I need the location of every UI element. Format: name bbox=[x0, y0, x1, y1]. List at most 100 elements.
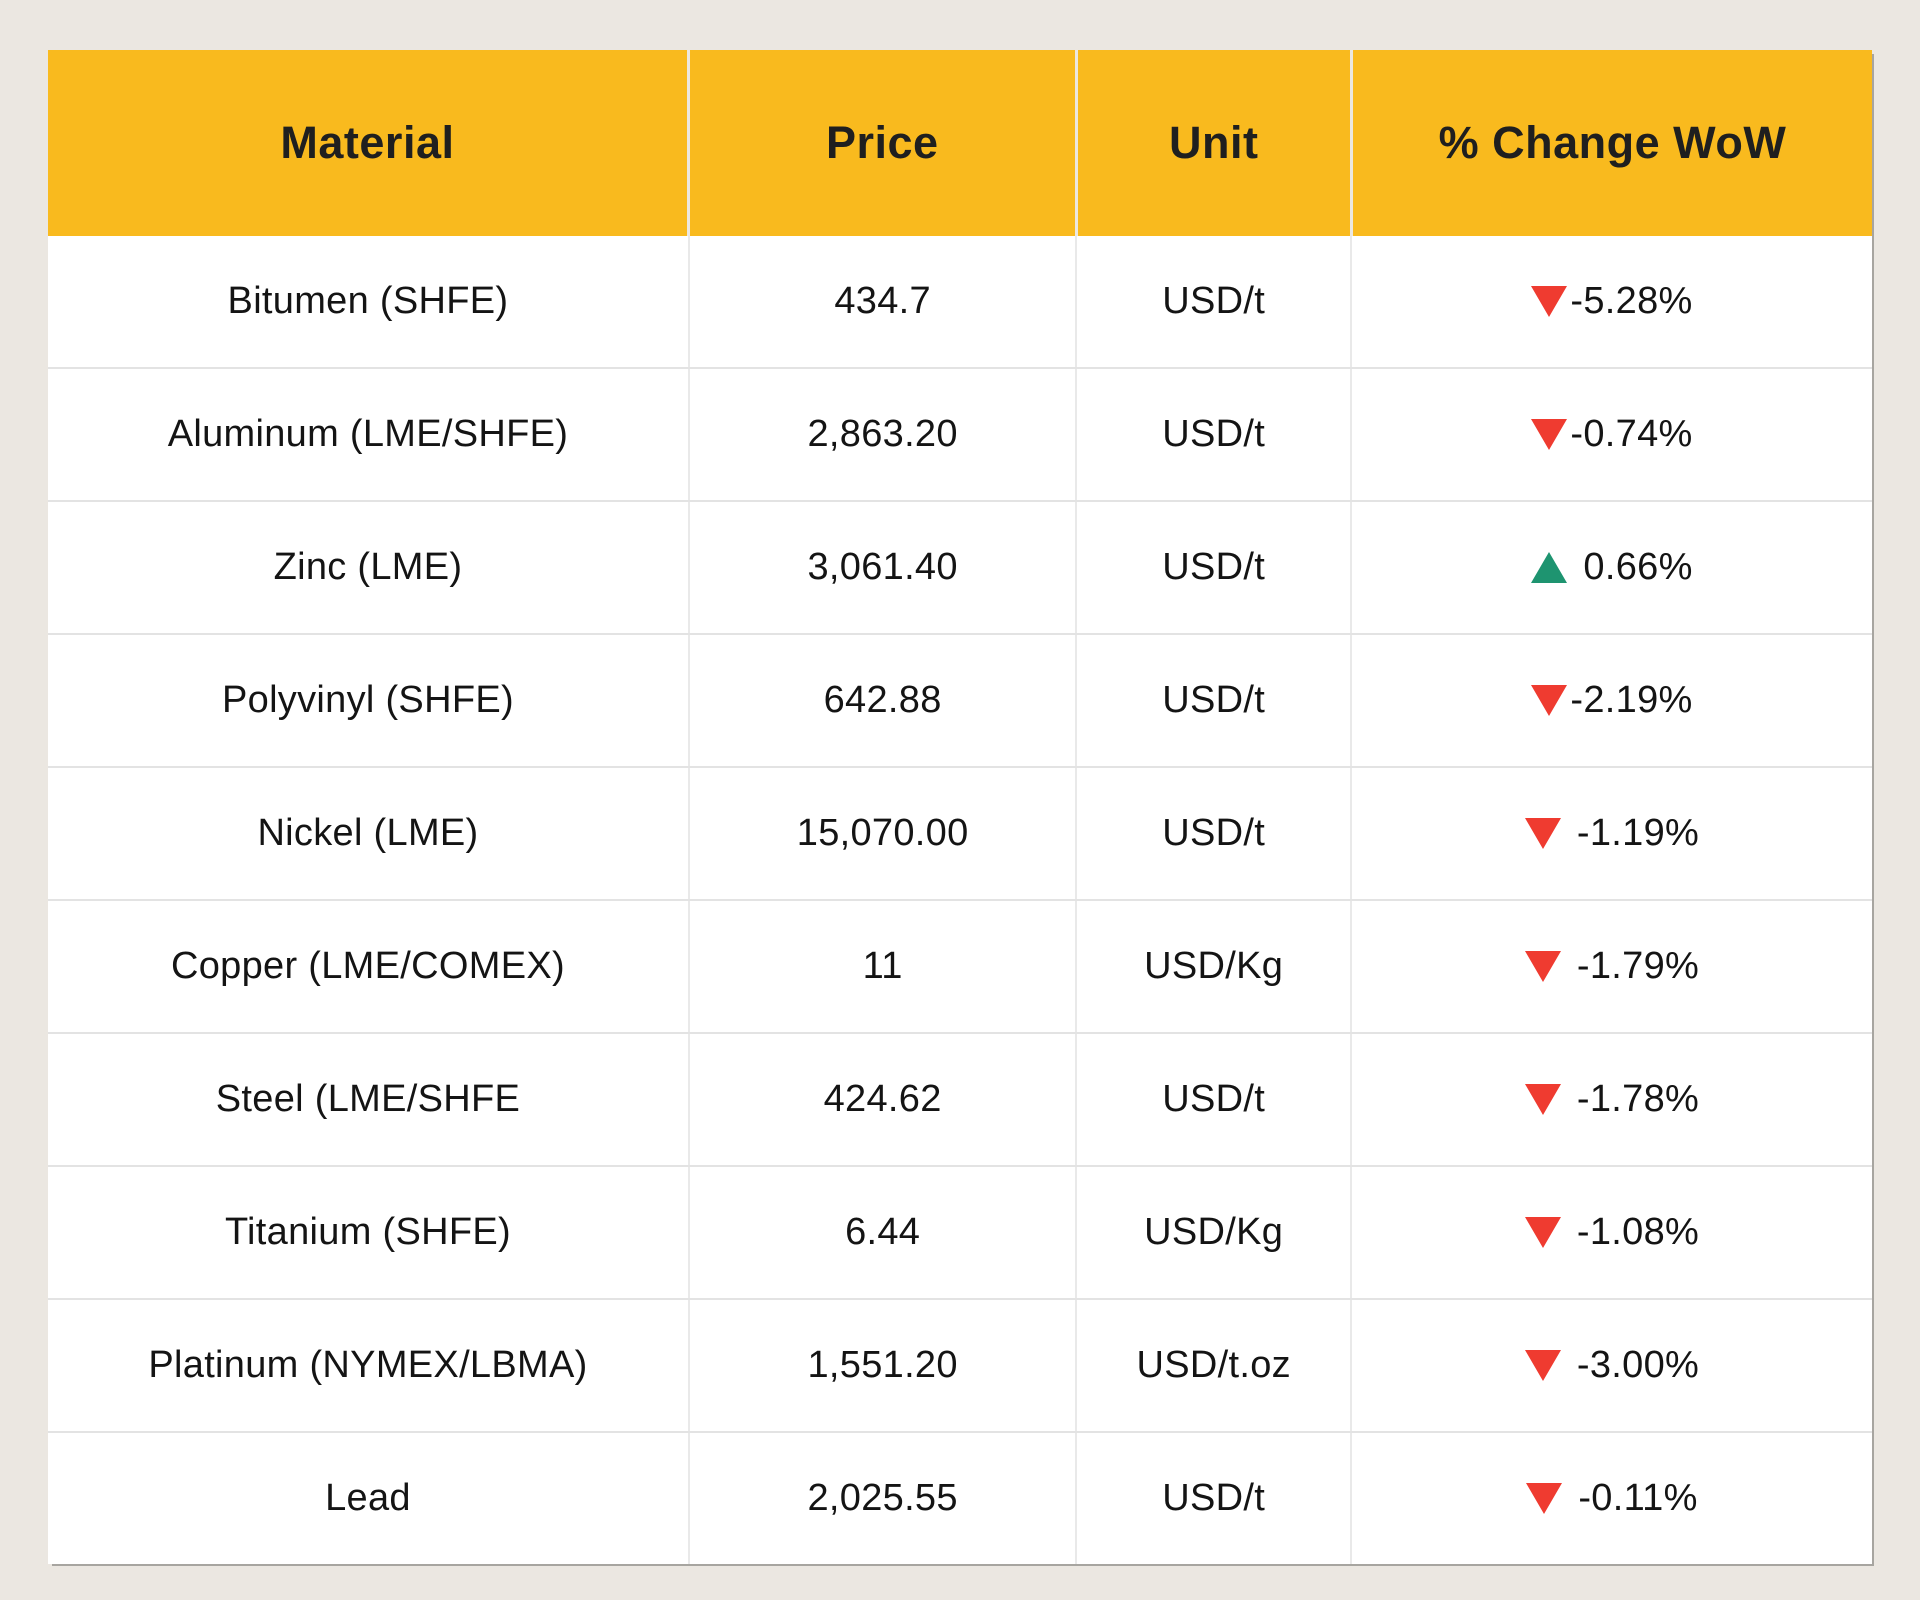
price-value: 2,025.55 bbox=[807, 1477, 958, 1519]
trend-arrow-icon bbox=[1524, 1084, 1561, 1115]
table-row: Aluminum (LME/SHFE) 2,863.20 USD/t -0.74… bbox=[48, 367, 1872, 500]
price-value: 2,863.20 bbox=[807, 413, 958, 455]
material-label: Polyvinyl (SHFE) bbox=[221, 679, 514, 721]
table-row: Steel (LME/SHFE 424.62 USD/t -1.78% bbox=[48, 1032, 1872, 1165]
change-cell: -1.78% bbox=[1350, 1034, 1872, 1165]
change-cell: -0.11% bbox=[1350, 1433, 1872, 1564]
material-cell: Lead bbox=[48, 1433, 688, 1564]
unit-cell: USD/t bbox=[1075, 768, 1350, 899]
material-cell: Zinc (LME) bbox=[48, 502, 688, 633]
table-body: Bitumen (SHFE) 434.7 USD/t -5.28% Alumin… bbox=[48, 236, 1872, 1564]
material-cell: Aluminum (LME/SHFE) bbox=[48, 369, 688, 500]
material-cell: Polyvinyl (SHFE) bbox=[48, 635, 688, 766]
header-cell-change: % Change WoW bbox=[1349, 50, 1872, 236]
change-value: -1.78% bbox=[1576, 1078, 1700, 1120]
material-label: Lead bbox=[325, 1477, 411, 1519]
unit-cell: USD/t.oz bbox=[1075, 1300, 1350, 1431]
trend-arrow-icon bbox=[1531, 286, 1568, 317]
change-value: -0.74% bbox=[1570, 413, 1693, 455]
change-cell: 0.66% bbox=[1350, 502, 1872, 633]
price-cell: 15,070.00 bbox=[687, 768, 1075, 899]
unit-cell: USD/t bbox=[1075, 369, 1350, 500]
table-row: Platinum (NYMEX/LBMA) 1,551.20 USD/t.oz … bbox=[48, 1298, 1872, 1431]
material-label: Platinum (NYMEX/LBMA) bbox=[148, 1344, 588, 1386]
material-label: Steel (LME/SHFE bbox=[215, 1078, 521, 1120]
header-cell-material: Material bbox=[280, 117, 455, 168]
price-value: 424.62 bbox=[823, 1078, 942, 1120]
trend-arrow-icon bbox=[1531, 419, 1568, 450]
table-row: Bitumen (SHFE) 434.7 USD/t -5.28% bbox=[48, 236, 1872, 367]
trend-arrow-icon bbox=[1531, 552, 1568, 583]
price-cell: 424.62 bbox=[687, 1034, 1075, 1165]
material-label: Nickel (LME) bbox=[257, 812, 479, 854]
unit-cell: USD/Kg bbox=[1075, 901, 1350, 1032]
change-cell: -3.00% bbox=[1350, 1300, 1872, 1431]
change-value: -0.11% bbox=[1578, 1477, 1698, 1519]
unit-cell: USD/t bbox=[1075, 635, 1350, 766]
trend-arrow-icon bbox=[1524, 1350, 1561, 1381]
materials-price-table: Material Price Unit % Change WoW Bitumen… bbox=[48, 50, 1872, 1564]
change-cell: -2.19% bbox=[1350, 635, 1872, 766]
unit-label: USD/t bbox=[1162, 280, 1266, 322]
change-value: 0.66% bbox=[1583, 546, 1693, 588]
table-row: Titanium (SHFE) 6.44 USD/Kg -1.08% bbox=[48, 1165, 1872, 1298]
material-cell: Bitumen (SHFE) bbox=[48, 236, 688, 367]
unit-label: USD/Kg bbox=[1144, 1211, 1284, 1253]
unit-cell: USD/t bbox=[1075, 1034, 1350, 1165]
unit-cell: USD/t bbox=[1075, 502, 1350, 633]
unit-label: USD/t bbox=[1162, 413, 1266, 455]
unit-cell: USD/t bbox=[1075, 236, 1350, 367]
material-label: Bitumen (SHFE) bbox=[227, 280, 509, 322]
price-value: 11 bbox=[862, 945, 903, 987]
price-cell: 2,025.55 bbox=[687, 1433, 1075, 1564]
change-value: -1.08% bbox=[1576, 1211, 1700, 1253]
material-cell: Steel (LME/SHFE bbox=[48, 1034, 688, 1165]
material-label: Aluminum (LME/SHFE) bbox=[167, 413, 569, 455]
material-cell: Copper (LME/COMEX) bbox=[48, 901, 688, 1032]
table-row: Copper (LME/COMEX) 11 USD/Kg -1.79% bbox=[48, 899, 1872, 1032]
change-cell: -1.19% bbox=[1350, 768, 1872, 899]
unit-label: USD/t bbox=[1162, 679, 1266, 721]
price-value: 15,070.00 bbox=[796, 812, 969, 854]
unit-label: USD/t.oz bbox=[1136, 1344, 1291, 1386]
material-cell: Titanium (SHFE) bbox=[48, 1167, 688, 1298]
price-cell: 6.44 bbox=[687, 1167, 1075, 1298]
header-cell-price: Price bbox=[686, 50, 1075, 236]
price-value: 434.7 bbox=[834, 280, 931, 322]
change-value: -3.00% bbox=[1576, 1344, 1700, 1386]
material-label: Zinc (LME) bbox=[273, 546, 463, 588]
unit-label: USD/Kg bbox=[1144, 945, 1284, 987]
material-cell: Platinum (NYMEX/LBMA) bbox=[48, 1300, 688, 1431]
trend-arrow-icon bbox=[1524, 951, 1561, 982]
price-cell: 11 bbox=[687, 901, 1075, 1032]
change-value: -1.79% bbox=[1576, 945, 1700, 987]
price-value: 1,551.20 bbox=[807, 1344, 958, 1386]
price-value: 642.88 bbox=[823, 679, 942, 721]
trend-arrow-icon bbox=[1524, 1217, 1561, 1248]
unit-cell: USD/Kg bbox=[1075, 1167, 1350, 1298]
price-cell: 2,863.20 bbox=[687, 369, 1075, 500]
change-cell: -1.08% bbox=[1350, 1167, 1872, 1298]
change-cell: -5.28% bbox=[1350, 236, 1872, 367]
table-header-row: Material Price Unit % Change WoW bbox=[48, 50, 1872, 236]
table-row: Polyvinyl (SHFE) 642.88 USD/t -2.19% bbox=[48, 633, 1872, 766]
trend-arrow-icon bbox=[1526, 1483, 1563, 1514]
unit-label: USD/t bbox=[1162, 1078, 1266, 1120]
change-value: -5.28% bbox=[1570, 280, 1693, 322]
unit-cell: USD/t bbox=[1075, 1433, 1350, 1564]
trend-arrow-icon bbox=[1524, 818, 1561, 849]
change-cell: -0.74% bbox=[1350, 369, 1872, 500]
unit-label: USD/t bbox=[1162, 1477, 1266, 1519]
price-value: 3,061.40 bbox=[807, 546, 958, 588]
change-value: -1.19% bbox=[1576, 812, 1700, 854]
table-row: Nickel (LME) 15,070.00 USD/t -1.19% bbox=[48, 766, 1872, 899]
header-cell-unit: Unit bbox=[1074, 50, 1350, 236]
price-cell: 434.7 bbox=[687, 236, 1075, 367]
table-row: Lead 2,025.55 USD/t -0.11% bbox=[48, 1431, 1872, 1564]
price-cell: 3,061.40 bbox=[687, 502, 1075, 633]
material-label: Copper (LME/COMEX) bbox=[171, 945, 565, 987]
change-value: -2.19% bbox=[1570, 679, 1693, 721]
table-row: Zinc (LME) 3,061.40 USD/t 0.66% bbox=[48, 500, 1872, 633]
price-value: 6.44 bbox=[845, 1211, 921, 1253]
